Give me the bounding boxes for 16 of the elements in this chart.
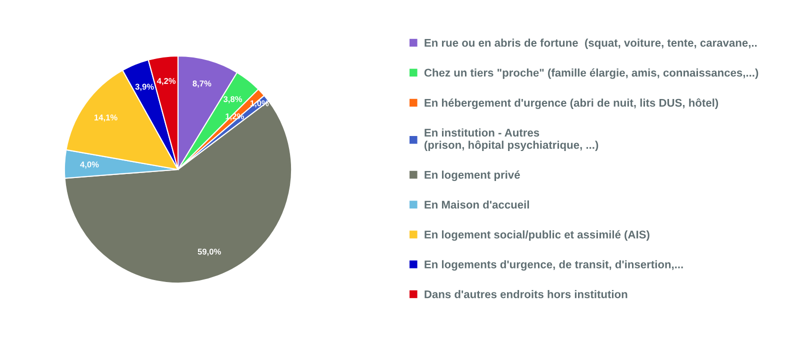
legend-label: En logement social/public et assimilé (AIS): [424, 230, 650, 241]
data-label: 4,2%: [156, 78, 176, 86]
data-label: 3,8%: [223, 96, 242, 104]
legend-label: Dans d'autres endroits hors institution: [424, 290, 628, 298]
legend-label: En rue ou en abris de fortune (squat, voiture, tente, caravane,..: [424, 38, 757, 49]
data-label: 4,0%: [80, 162, 99, 169]
data-label: 3,9%: [135, 84, 154, 91]
legend-label: En Maison d'accueil: [424, 200, 529, 209]
data-label: 59,0%: [198, 248, 221, 256]
data-label: 14,1%: [94, 114, 118, 122]
legend-label: En institution - Autres (prison, hôpital psychiatrique, ...): [424, 128, 598, 152]
legend-label: Chez un tiers "proche" (famille élargie, amis, connaissances,...): [424, 68, 758, 79]
data-label: 8,7%: [192, 80, 212, 88]
legend-label: En logement privé: [424, 170, 520, 182]
legend-label: En hébergement d'urgence (abri de nuit, lits DUS, hôtel): [424, 98, 718, 109]
legend-label: En logements d'urgence, de transit, d'insertion,...: [424, 260, 683, 271]
